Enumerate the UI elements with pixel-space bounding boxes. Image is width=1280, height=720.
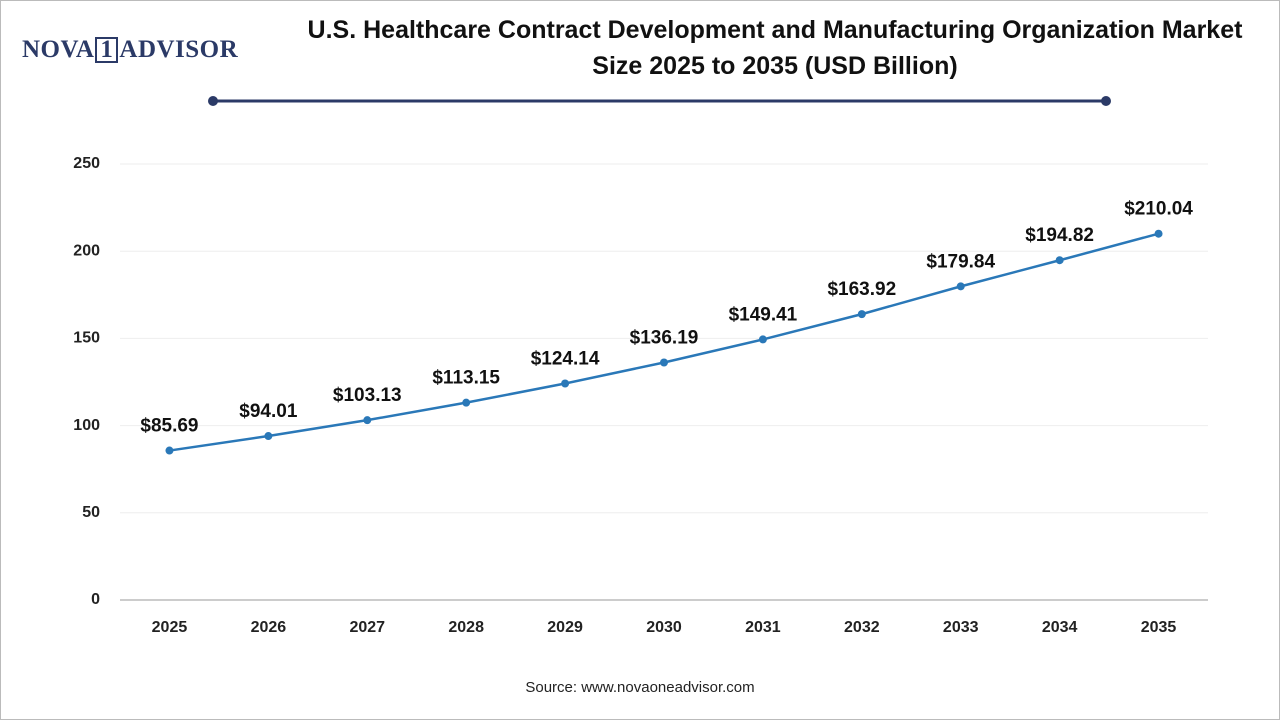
logo-text: NOVA [22,36,95,63]
marker [561,379,570,388]
marker [264,432,273,441]
x-tick-label: 2029 [547,619,583,636]
rule-dot [208,96,218,106]
x-tick-label: 2025 [152,619,188,636]
y-tick-label: 0 [91,591,100,608]
x-tick-label: 2034 [1042,619,1078,636]
marker [758,335,767,344]
x-tick-label: 2030 [646,619,682,636]
data-label: $136.19 [630,328,699,349]
data-label: $210.04 [1124,199,1193,220]
logo-text: ADVISOR [119,36,239,63]
data-label: $149.41 [729,304,798,325]
data-label: $85.69 [140,416,198,437]
y-tick-label: 200 [73,242,100,259]
marker [956,282,965,291]
data-label: $94.01 [239,401,298,422]
chart-title: U.S. Healthcare Contract Development and… [307,16,1243,80]
logo: NOVA 1 ADVISOR [22,36,238,64]
data-label: $103.13 [333,385,402,406]
marker [363,416,372,425]
x-tick-label: 2028 [448,619,484,636]
y-tick-label: 100 [73,417,100,434]
marker [857,310,866,319]
logo-mark: 1 [95,37,119,63]
marker [165,446,174,455]
marker [1154,229,1163,238]
source: Source: www.novaoneadvisor.com [525,679,755,696]
x-tick-label: 2032 [844,619,880,636]
data-label: $124.14 [531,349,600,370]
y-tick-label: 150 [73,330,100,347]
x-tick-label: 2026 [251,619,287,636]
data-label: $113.15 [432,368,500,389]
data-label: $163.92 [827,279,896,300]
data-label: $194.82 [1025,225,1094,246]
x-tick-label: 2033 [943,619,979,636]
x-tick-label: 2027 [349,619,385,636]
y-tick-label: 50 [82,504,100,521]
y-tick-label: 250 [73,155,100,172]
marker [660,358,668,367]
rule-dot [1101,96,1111,106]
marker [1055,256,1064,265]
x-tick-label: 2031 [745,619,781,636]
data-label: $179.84 [926,251,995,272]
x-tick-label: 2035 [1141,619,1177,636]
marker [462,398,471,407]
